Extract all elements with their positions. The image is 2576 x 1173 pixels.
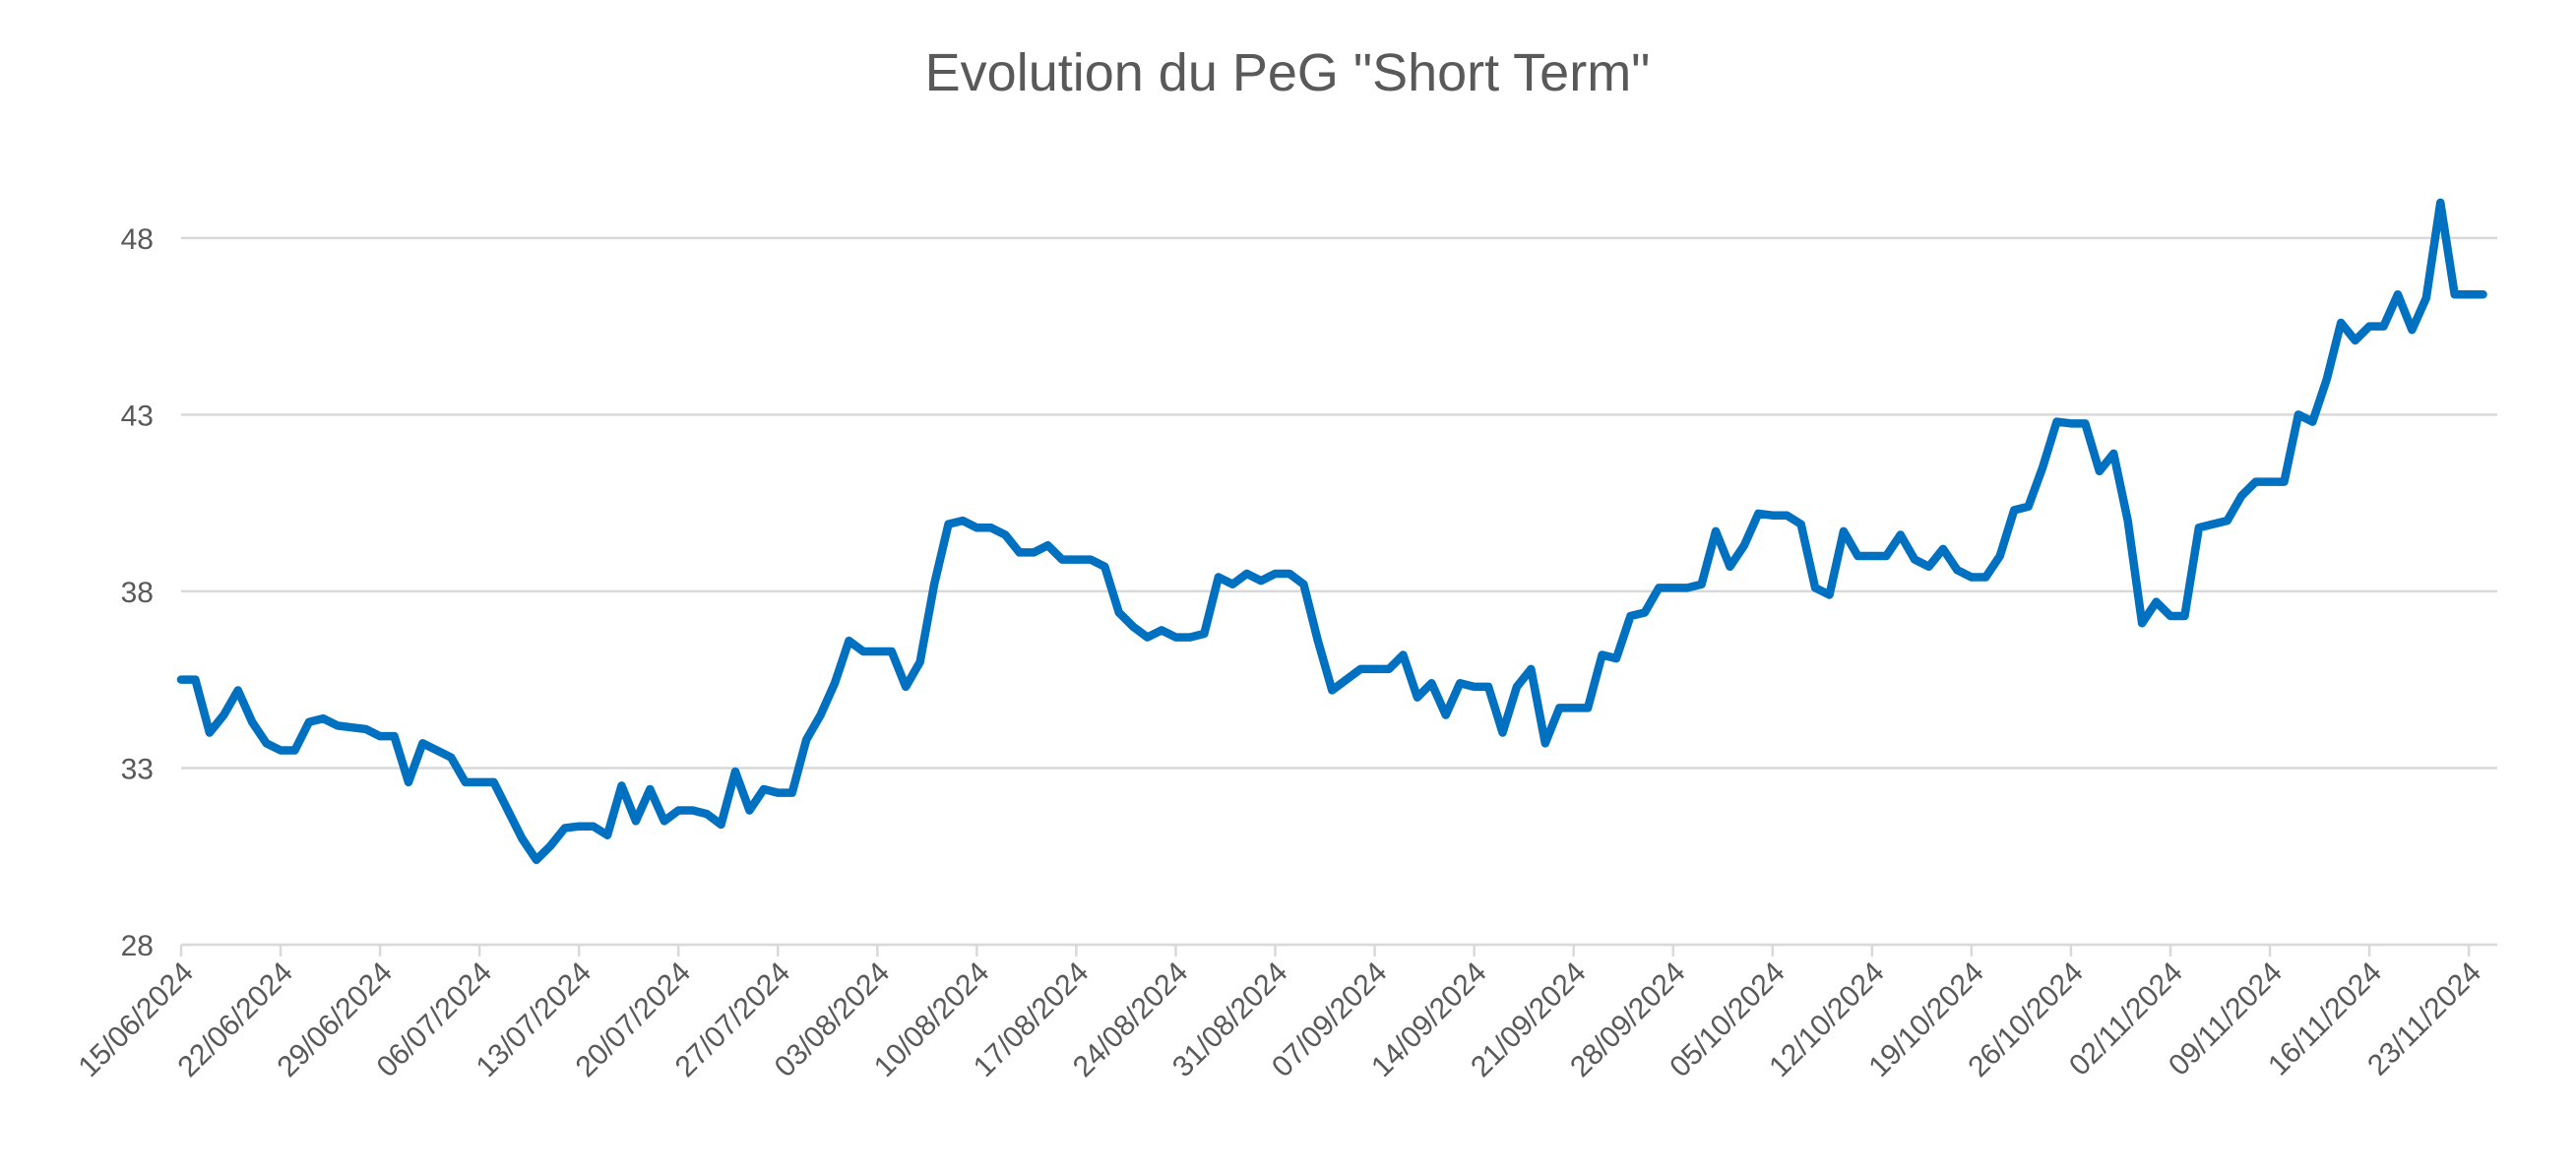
y-tick-label: 48 [121, 223, 154, 256]
chart-title: Evolution du PeG "Short Term" [925, 43, 1651, 102]
y-tick-label: 28 [121, 930, 154, 962]
y-tick-label: 43 [121, 400, 154, 432]
y-tick-label: 38 [121, 577, 154, 609]
y-tick-label: 33 [121, 753, 154, 785]
data-line [176, 198, 2487, 865]
